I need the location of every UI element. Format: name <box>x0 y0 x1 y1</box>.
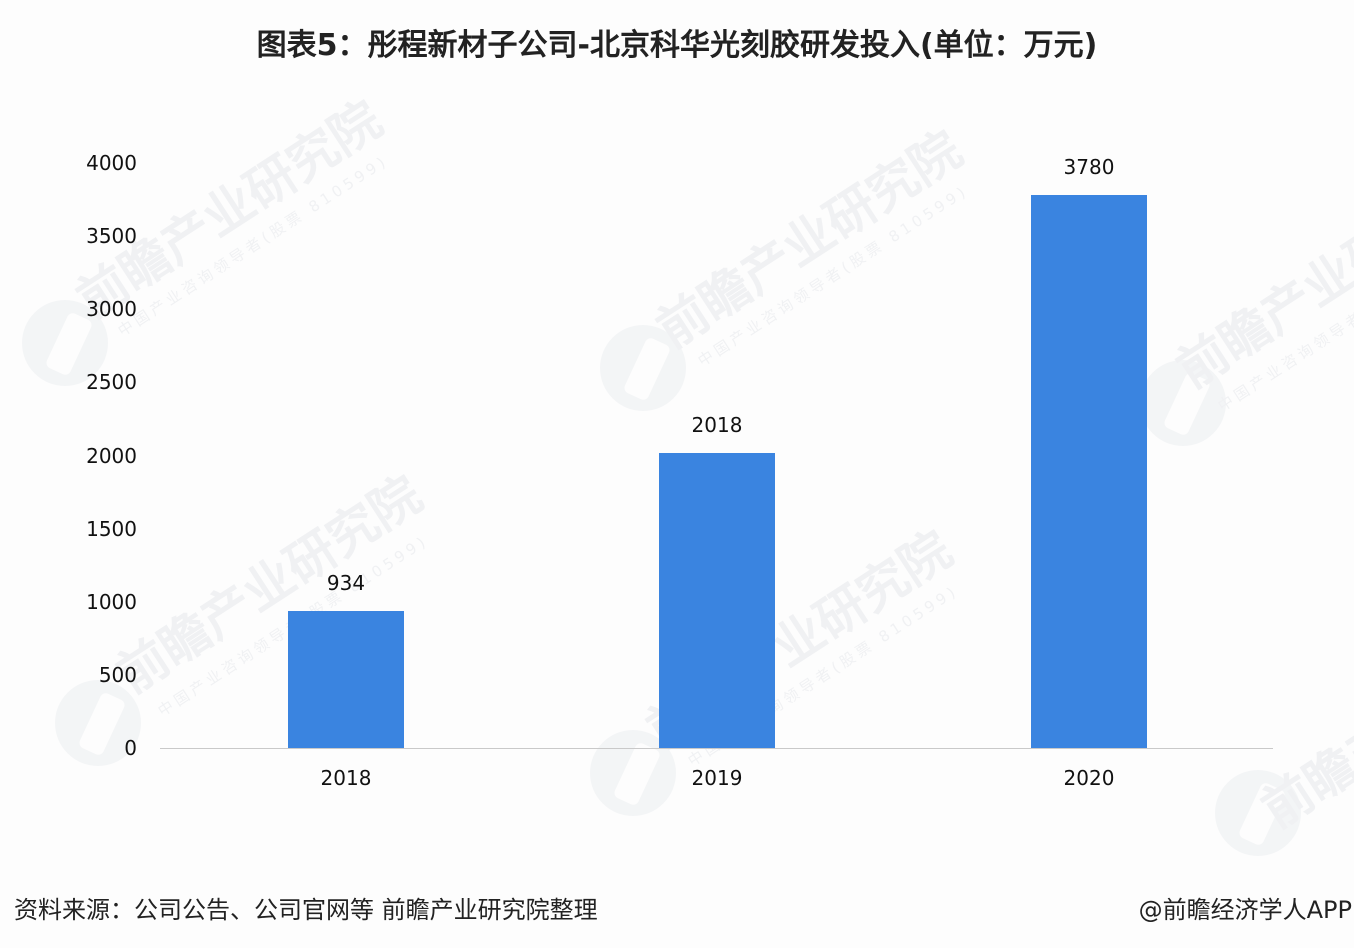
source-note: 资料来源：公司公告、公司官网等 前瞻产业研究院整理 <box>14 896 598 924</box>
data-label: 934 <box>326 571 366 596</box>
x-axis-line <box>160 748 1273 749</box>
x-tick-label: 2018 <box>320 766 372 790</box>
credit-note: @前瞻经济学人APP <box>1138 896 1352 924</box>
watermark-logo-icon <box>600 325 686 411</box>
watermark-text: 前瞻产业研究院 <box>1251 600 1354 840</box>
watermark-subtext: 中国产业咨询领导者(股票 810599) <box>1214 226 1354 416</box>
y-tick-label: 0 <box>124 736 137 760</box>
y-tick-label: 1000 <box>86 589 137 614</box>
chart-title: 图表5：彤程新材子公司-北京科华光刻胶研发投入(单位：万元) <box>256 28 1098 63</box>
y-tick-label: 4000 <box>86 151 137 175</box>
data-label: 3780 <box>1063 155 1115 180</box>
watermark-subtext: 中国产业咨询领导者(股票 810599) <box>114 151 392 341</box>
y-tick-label: 2500 <box>86 370 137 395</box>
bar-2018 <box>288 611 404 748</box>
bar-2019 <box>659 452 775 748</box>
watermark-text: 前瞻产业研究院 <box>66 90 392 330</box>
watermark-text: 前瞻产业研究院 <box>1166 160 1354 400</box>
y-tick-label: 2000 <box>86 443 137 468</box>
watermark-logo-icon <box>1215 770 1301 856</box>
y-tick-label: 3500 <box>86 224 137 249</box>
y-tick-label: 500 <box>98 662 137 687</box>
x-tick-label: 2020 <box>1063 766 1115 790</box>
x-tick-label: 2019 <box>691 766 743 790</box>
y-tick-label: 3000 <box>86 297 137 322</box>
data-label: 2018 <box>691 412 743 437</box>
bar-2020 <box>1031 195 1147 748</box>
watermark-text: 前瞻产业研究院 <box>646 120 972 360</box>
watermark-logo-icon <box>1140 360 1226 446</box>
watermark-subtext: 中国产业咨询领导者(股票 810599) <box>694 181 972 371</box>
y-tick-label: 1500 <box>86 516 137 541</box>
